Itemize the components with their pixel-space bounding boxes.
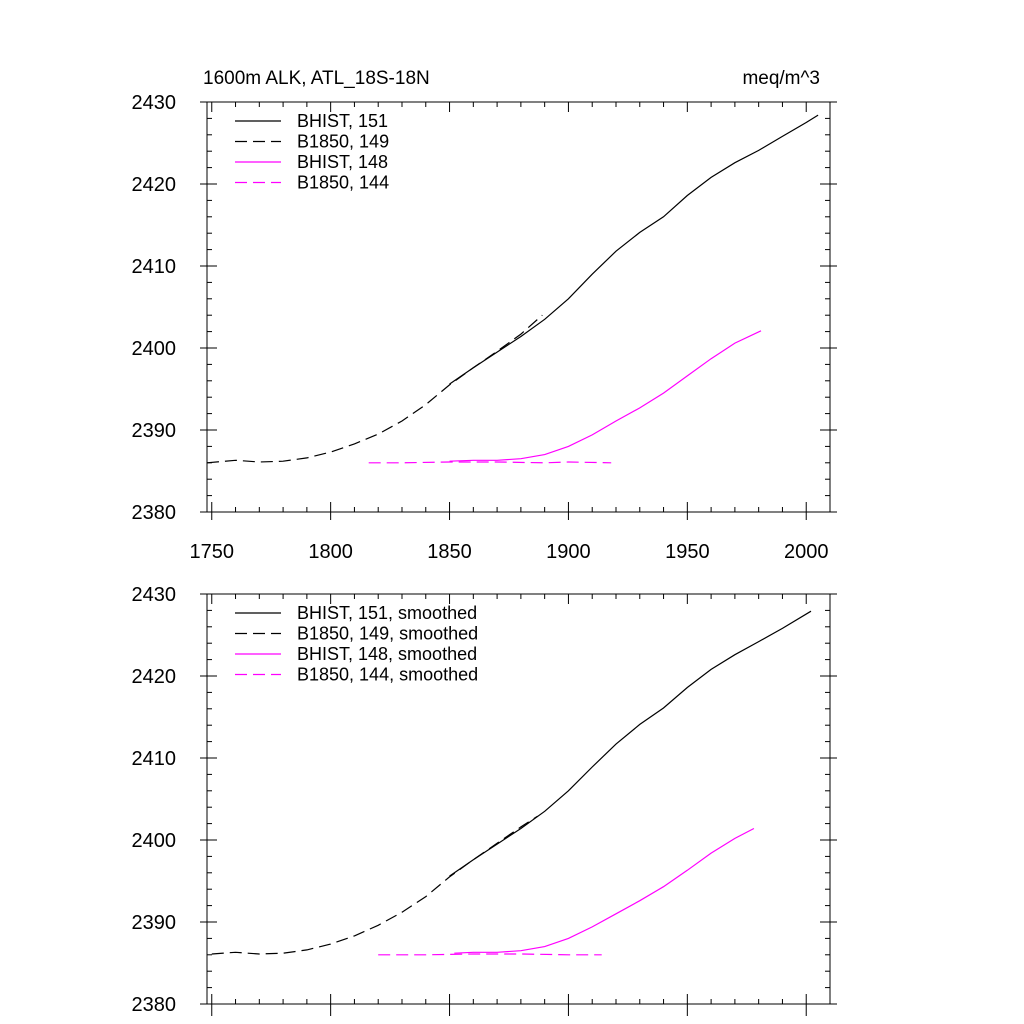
units-label: meq/m^3 (742, 68, 820, 89)
plot-frame (206, 101, 831, 513)
y-tick-label: 2430 (132, 584, 177, 606)
plot-frame (206, 593, 831, 1005)
y-tick-label: 2420 (132, 666, 177, 688)
x-tick-label: 1950 (665, 541, 710, 563)
series-line (206, 314, 543, 464)
chart-title: 1600m ALK, ATL_18S-18N (203, 68, 430, 89)
series-line (454, 827, 755, 954)
y-tick-label: 2410 (132, 256, 177, 278)
y-tick-label: 2430 (132, 92, 177, 114)
y-tick-label: 2410 (132, 748, 177, 770)
legend-label: BHIST, 148 (297, 152, 388, 172)
x-tick-label: 1850 (427, 541, 472, 563)
legend-label: B1850, 149 (297, 132, 389, 152)
legend-label: BHIST, 148, smoothed (297, 644, 477, 664)
y-tick-label: 2420 (132, 174, 177, 196)
legend-label: B1850, 144 (297, 173, 389, 193)
bottom-panel: 2380 2390 2400 2410 2420 2430 BHIST, 151, smoo… (132, 584, 837, 1016)
y-tick-label: 2390 (132, 420, 177, 442)
series-line (211, 815, 538, 955)
y-tick-label: 2400 (132, 830, 177, 852)
series-line (368, 461, 612, 464)
x-tick-label: 1750 (190, 541, 235, 563)
y-tick-label: 2380 (132, 994, 177, 1016)
legend-label: B1850, 149, smoothed (297, 624, 478, 644)
series-line (378, 953, 602, 956)
series-line (449, 610, 812, 877)
x-tick-label: 1800 (308, 541, 353, 563)
top-panel: 1600m ALK, ATL_18S-18N meq/m^3 1750 1800 1… (132, 68, 837, 563)
x-tick-label: 1900 (546, 541, 591, 563)
series-line (449, 114, 819, 385)
y-tick-label: 2380 (132, 502, 177, 524)
legend-label: B1850, 144, smoothed (297, 665, 478, 685)
legend-label: BHIST, 151 (297, 111, 388, 131)
y-tick-label: 2400 (132, 338, 177, 360)
legend-label: BHIST, 151, smoothed (297, 603, 477, 623)
series-line (449, 330, 762, 462)
x-tick-label: 2000 (784, 541, 829, 563)
y-tick-label: 2390 (132, 912, 177, 934)
